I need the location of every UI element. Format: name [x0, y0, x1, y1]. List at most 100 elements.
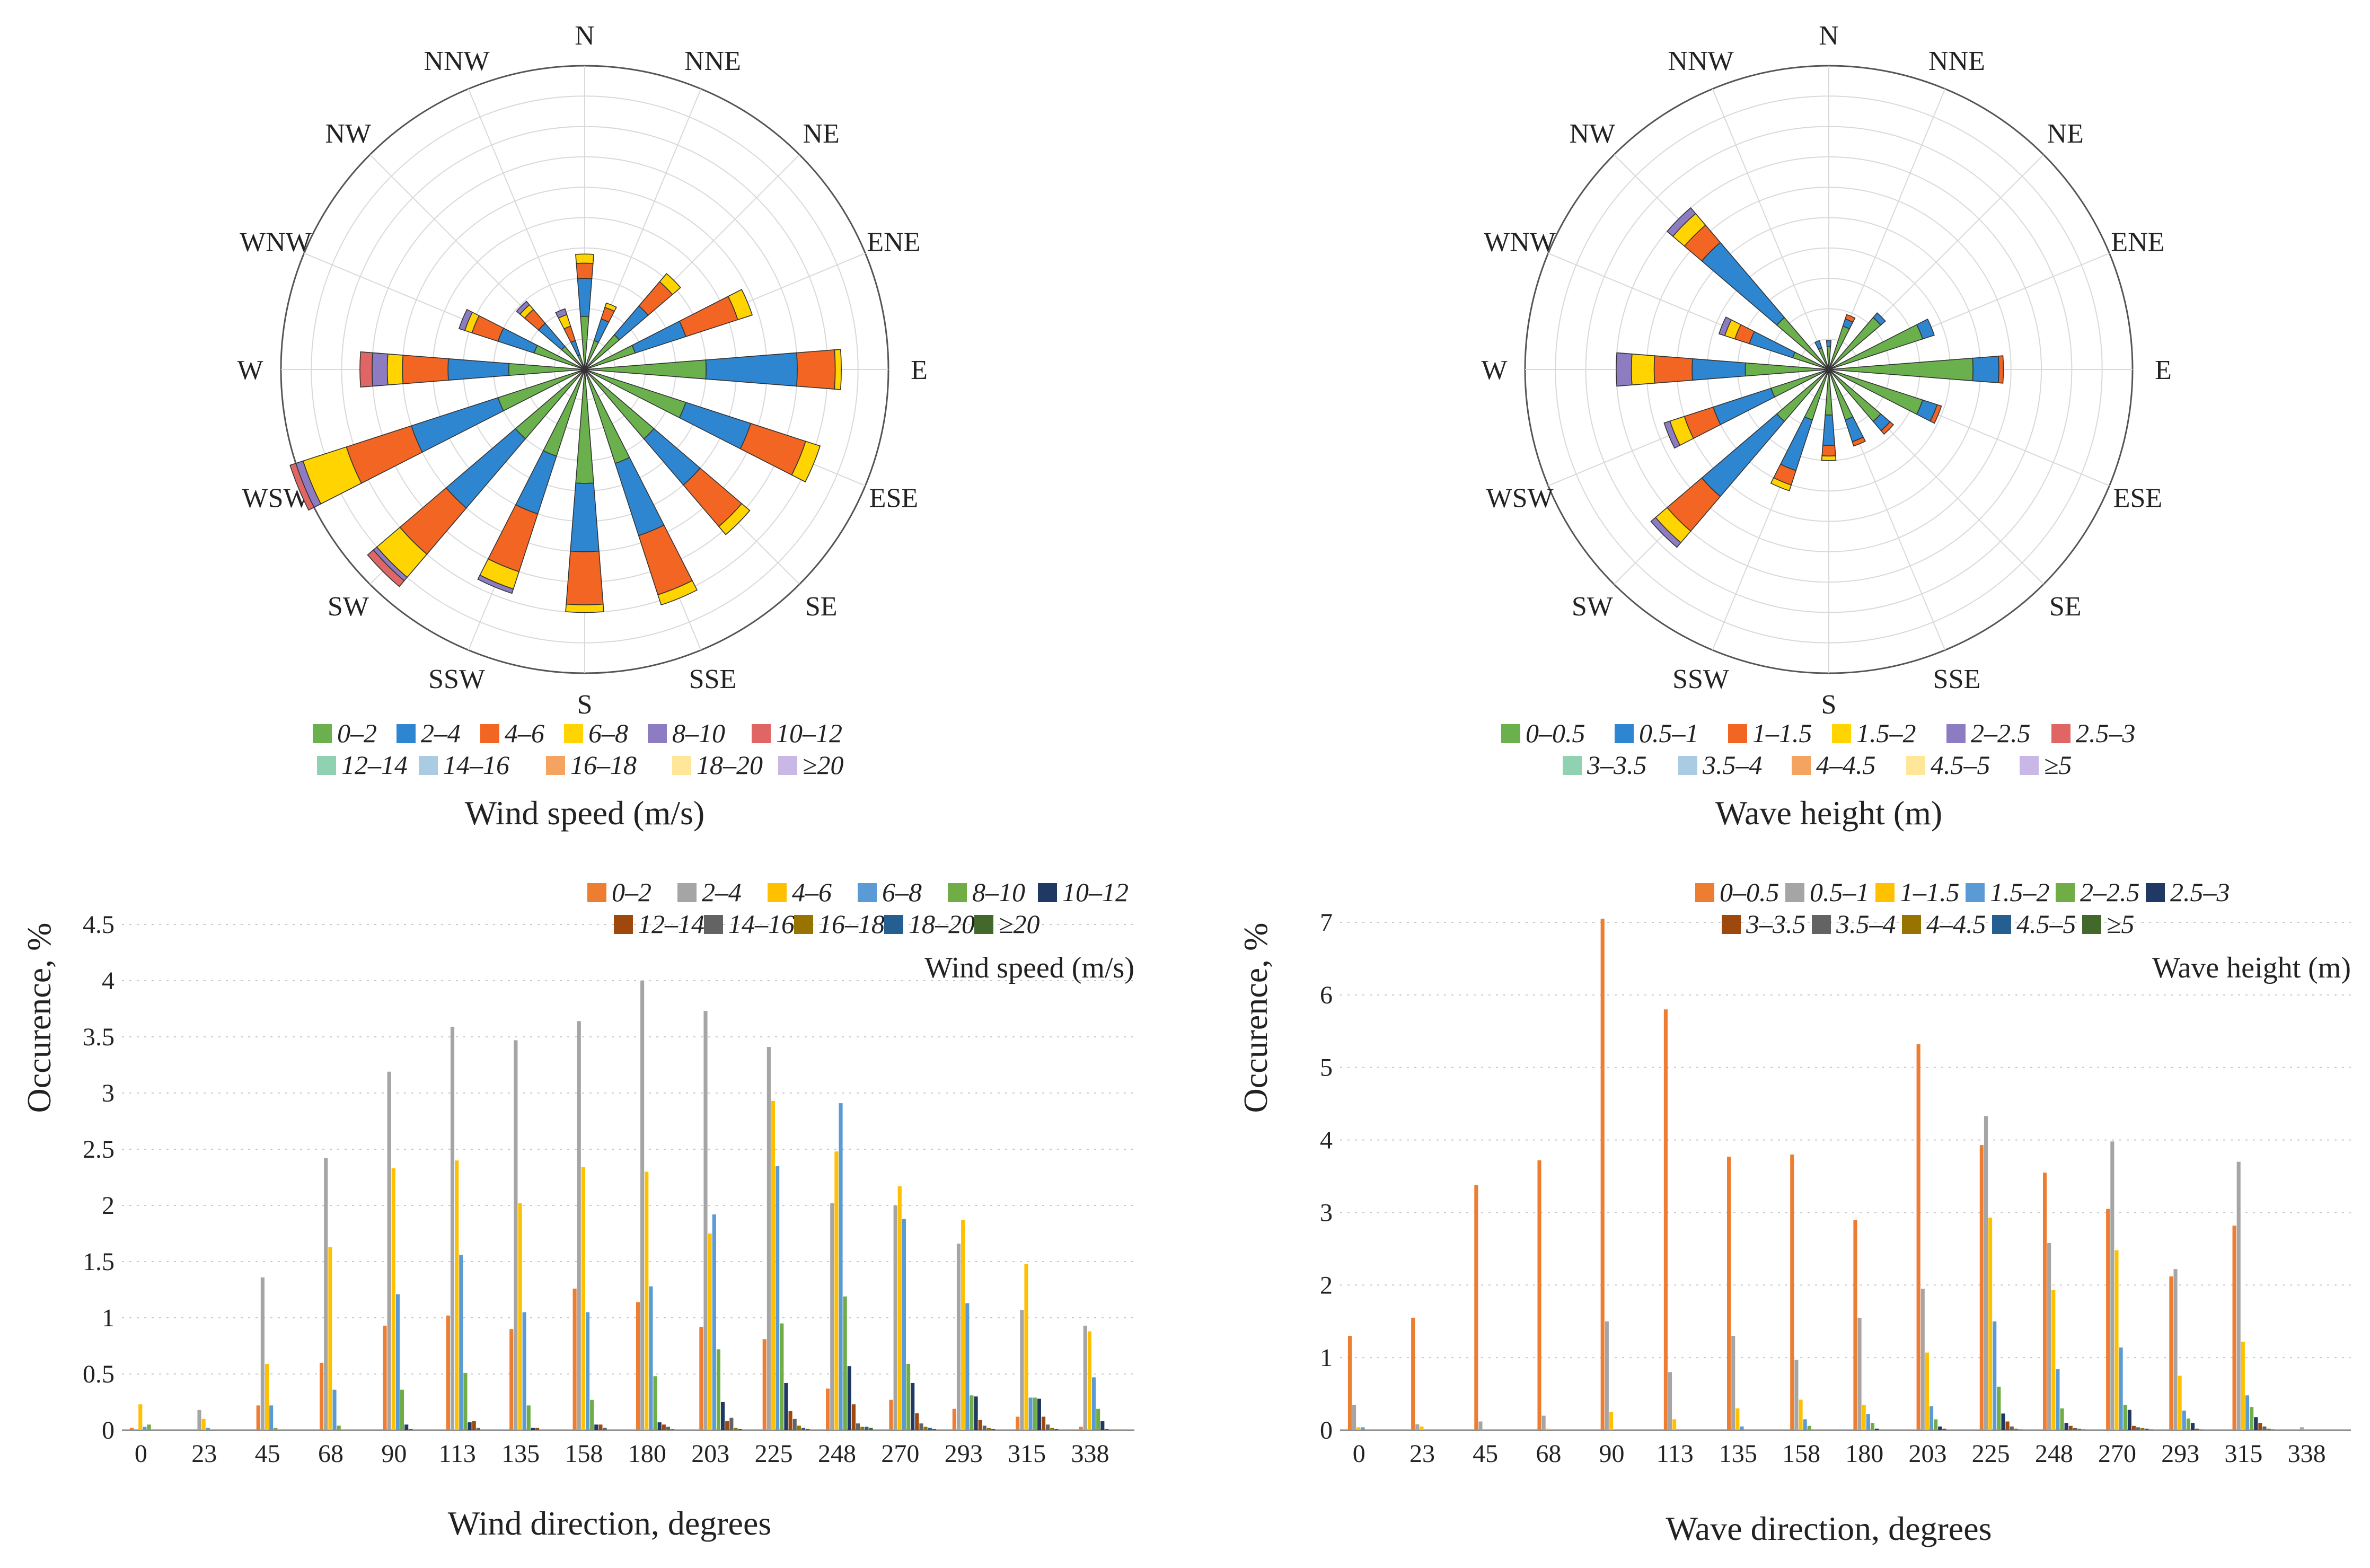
bar [450, 1026, 455, 1430]
rose-segment [367, 549, 405, 587]
bar [830, 1203, 834, 1430]
bar [2173, 1269, 2178, 1430]
legend-label: 1–1.5 [1752, 718, 1812, 748]
direction-label-ese: ESE [2113, 483, 2162, 513]
bar [1803, 1419, 1807, 1430]
rose-segment [555, 308, 568, 319]
rose-segment [411, 397, 504, 453]
legend-label: 2.5–3 [2170, 877, 2230, 907]
bar [1979, 1145, 1984, 1430]
legend-label: 14–16 [728, 909, 795, 939]
rose-segment [705, 352, 798, 387]
x-tick-label: 248 [818, 1440, 856, 1468]
legend-swatch [1902, 915, 1921, 934]
x-tick-label: 113 [1657, 1440, 1694, 1468]
x-tick-label: 135 [1719, 1440, 1757, 1468]
direction-label-ne: NE [2047, 119, 2084, 149]
bar [1352, 1405, 1356, 1430]
x-tick-label: 180 [1845, 1440, 1883, 1468]
legend-title: Wind speed (m/s) [924, 952, 1134, 984]
bar [766, 1047, 771, 1430]
bar [2145, 1429, 2149, 1430]
rose-title: Wind speed (m/s) [465, 794, 704, 832]
bar [851, 1404, 856, 1430]
bar [725, 1421, 729, 1430]
bar [1942, 1429, 1946, 1430]
rose-segment [1844, 314, 1856, 323]
bar [2140, 1428, 2145, 1430]
direction-label-ese: ESE [869, 483, 918, 513]
bar [2042, 1173, 2047, 1430]
bar [1100, 1421, 1105, 1430]
rose-segment [1844, 416, 1864, 443]
rose-title: Wave height (m) [1715, 794, 1942, 832]
direction-label-s: S [577, 690, 593, 720]
bar [455, 1160, 459, 1430]
bar [590, 1399, 594, 1430]
bar [2077, 1429, 2082, 1430]
legend-swatch [1966, 883, 1985, 902]
bar [509, 1329, 514, 1430]
legend-label: 18–20 [697, 750, 763, 780]
bar [2056, 1369, 2060, 1430]
rose-segment [447, 358, 510, 381]
rose-segment [565, 603, 604, 613]
rose-segment [1852, 436, 1866, 447]
rose-segment [563, 325, 576, 343]
legend-swatch [2051, 724, 2071, 743]
bar [2064, 1423, 2068, 1430]
legend-label: 2–2.5 [1971, 718, 2031, 748]
bar [970, 1395, 974, 1430]
bar [666, 1426, 671, 1430]
rose-segment [1776, 316, 1829, 370]
bar [801, 1428, 806, 1430]
bar [1605, 1321, 1609, 1430]
rose-segment [604, 302, 617, 312]
bar [2060, 1408, 2064, 1430]
direction-label-se: SE [2049, 592, 2082, 622]
rose-segment [1972, 355, 1999, 384]
rose-segment [614, 456, 665, 536]
direction-label-sse: SSE [1933, 664, 1981, 694]
x-tick-label: 293 [2161, 1440, 2199, 1468]
legend-label: 0–2 [337, 718, 377, 748]
legend-swatch [1722, 915, 1741, 934]
bar [1740, 1426, 1744, 1430]
bar [2131, 1425, 2136, 1430]
bar [915, 1413, 919, 1430]
bar [2136, 1427, 2140, 1430]
bar [1934, 1419, 1938, 1430]
legend-label: 4.5–5 [1931, 750, 1990, 780]
bar [535, 1428, 540, 1430]
bar [2047, 1243, 2051, 1430]
legend-swatch [1812, 915, 1831, 934]
rose-segment [458, 309, 473, 331]
bar [856, 1423, 860, 1430]
rose-segment [576, 262, 594, 279]
bar [138, 1404, 143, 1430]
x-tick-label: 225 [1972, 1440, 2010, 1468]
bar [762, 1339, 766, 1430]
legend-label: 0.5–1 [1639, 718, 1699, 748]
bar [603, 1428, 607, 1430]
x-tick-label: 203 [691, 1440, 729, 1468]
bar [1415, 1424, 1420, 1430]
bar [1875, 1429, 1879, 1430]
bar [919, 1423, 923, 1430]
bar [1929, 1406, 1934, 1430]
bar [1600, 919, 1605, 1430]
rose-segment [289, 463, 315, 511]
bar [531, 1428, 535, 1430]
legend-swatch [672, 756, 691, 775]
bar [712, 1214, 716, 1430]
bar [2123, 1405, 2127, 1430]
bar [986, 1428, 991, 1430]
bar [2110, 1141, 2115, 1430]
legend-swatch [1875, 883, 1895, 902]
bar [928, 1428, 932, 1430]
direction-label-ne: NE [803, 119, 840, 149]
legend-swatch [2146, 883, 2165, 902]
bar [2258, 1423, 2262, 1430]
rose-segment [1749, 331, 1796, 358]
